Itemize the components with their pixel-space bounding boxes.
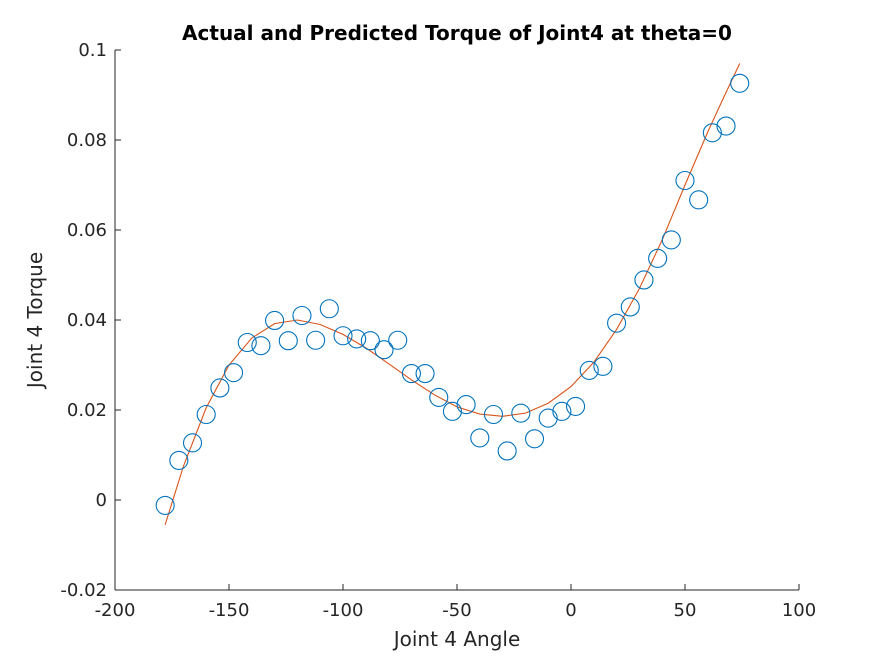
x-tick-label: -150 bbox=[209, 600, 250, 621]
actual-torque-point bbox=[716, 116, 736, 136]
predicted-torque-line bbox=[164, 63, 741, 525]
actual-torque-point bbox=[210, 378, 230, 398]
actual-torque-point bbox=[347, 329, 367, 349]
actual-torque-point bbox=[620, 297, 640, 317]
actual-torque-point bbox=[593, 356, 613, 376]
y-tick-label: 0 bbox=[96, 490, 107, 511]
x-tick-label: 50 bbox=[674, 600, 697, 621]
y-tick-label: 0.02 bbox=[67, 400, 107, 421]
actual-torque-point bbox=[292, 305, 312, 326]
actual-torque-point bbox=[196, 404, 216, 425]
actual-torque-point bbox=[702, 123, 722, 143]
actual-torque-point bbox=[251, 336, 271, 356]
actual-torque-point bbox=[429, 387, 449, 407]
actual-torque-point bbox=[155, 495, 175, 515]
y-tick-label: 0.1 bbox=[78, 40, 107, 61]
actual-torque-point bbox=[524, 429, 545, 449]
x-tick-label: -200 bbox=[95, 600, 136, 621]
plot-area: -200 -150 -100 -50 0 50 100 -0.02 0 0.02 0.04 0.06 0… bbox=[60, 40, 816, 621]
actual-torque-point bbox=[265, 310, 285, 331]
actual-torque-point bbox=[374, 340, 394, 360]
y-axis-title: Joint 4 Torque bbox=[23, 252, 47, 390]
actual-torque-point bbox=[415, 363, 435, 384]
x-tick-label: -50 bbox=[442, 600, 471, 621]
actual-torque-point bbox=[511, 403, 531, 423]
actual-torque-point bbox=[169, 450, 189, 470]
actual-torque-point bbox=[224, 363, 244, 383]
actual-torque-point bbox=[607, 313, 627, 333]
y-tick-label: 0.04 bbox=[67, 310, 107, 331]
actual-torque-point bbox=[675, 170, 695, 191]
actual-torque-point bbox=[730, 73, 750, 93]
actual-torque-point bbox=[319, 299, 339, 319]
actual-torque-point bbox=[552, 401, 572, 421]
actual-torque-point bbox=[579, 360, 599, 380]
actual-torque-point bbox=[388, 330, 408, 350]
x-axis-title: Joint 4 Angle bbox=[392, 627, 521, 651]
x-tick-label: 100 bbox=[782, 600, 816, 621]
actual-torque-point bbox=[497, 441, 517, 461]
x-tick-label: -100 bbox=[323, 600, 364, 621]
actual-torque-point bbox=[306, 330, 326, 350]
actual-torque-point bbox=[661, 230, 681, 250]
actual-torque-point bbox=[538, 408, 558, 428]
actual-torque-point bbox=[483, 404, 504, 425]
actual-torque-point bbox=[278, 331, 298, 351]
y-tick-label: -0.02 bbox=[60, 580, 107, 601]
actual-torque-point bbox=[689, 190, 709, 210]
actual-torque-point bbox=[401, 363, 421, 384]
actual-torque-point bbox=[237, 332, 257, 353]
actual-torque-point bbox=[333, 326, 353, 346]
actual-torque-point bbox=[634, 270, 654, 290]
y-tick-label: 0.06 bbox=[67, 220, 107, 241]
actual-torque-point bbox=[648, 248, 668, 268]
x-tick-label: 0 bbox=[565, 600, 576, 621]
actual-torque-point bbox=[182, 433, 203, 453]
y-tick-label: 0.08 bbox=[67, 130, 107, 151]
actual-torque-point bbox=[566, 396, 586, 416]
actual-torque-point bbox=[360, 331, 380, 351]
actual-torque-point bbox=[470, 428, 490, 448]
actual-torque-point bbox=[456, 395, 476, 415]
actual-torque-point bbox=[442, 401, 462, 421]
chart-title: Actual and Predicted Torque of Joint4 at… bbox=[182, 21, 732, 45]
